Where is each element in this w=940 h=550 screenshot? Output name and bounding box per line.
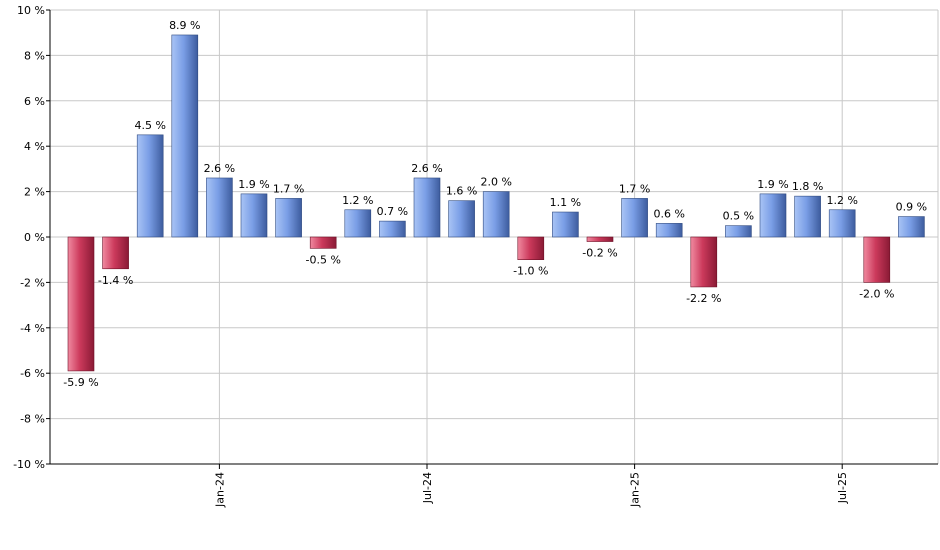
bar-value-label: 0.7 %: [377, 205, 408, 218]
y-tick-label: 6 %: [24, 95, 45, 108]
bar-positive: [240, 193, 268, 238]
y-tick-label: -2 %: [20, 276, 45, 289]
bar-positive: [759, 193, 787, 238]
bar-value-label: 1.7 %: [273, 182, 304, 195]
y-tick-label: -8 %: [20, 413, 45, 426]
bar-value-label: 1.2 %: [826, 194, 857, 207]
bar-positive: [344, 209, 372, 238]
bar-value-label: 1.2 %: [342, 194, 373, 207]
bar-positive: [482, 191, 510, 238]
bar-value-label: 1.1 %: [550, 196, 581, 209]
bar-negative: [102, 236, 129, 270]
bar-positive: [206, 177, 233, 238]
bar-value-label: 1.8 %: [792, 180, 823, 193]
bar-positive: [655, 223, 683, 238]
bar-positive: [621, 198, 648, 238]
y-tick-label: 0 %: [24, 231, 45, 244]
y-tick-label: -4 %: [20, 322, 45, 335]
axes: 10 % 8 % 6 % 4 % 2 % 0 % -2 % -4 % -6 % -8 % -10 %…: [13, 4, 938, 508]
x-tick-label: Jul-24: [421, 472, 434, 504]
bar-value-label: 4.5 %: [134, 119, 165, 132]
y-tick-label: 4 %: [24, 140, 45, 153]
bar-value-label: 0.5 %: [723, 210, 754, 223]
bar-negative: [690, 236, 718, 288]
bar-value-label: 0.6 %: [653, 207, 684, 220]
bars: [67, 34, 925, 372]
bar-negative: [309, 236, 337, 249]
bar-value-label: -2.2 %: [686, 292, 721, 305]
bar-negative: [517, 236, 545, 261]
y-tick-label: -10 %: [13, 458, 45, 471]
y-tick-label: 10 %: [17, 4, 45, 17]
bar-negative: [67, 236, 95, 372]
bar-positive: [828, 209, 856, 238]
y-tick-label: 8 %: [24, 49, 45, 62]
x-tick-label: Jan-25: [629, 472, 642, 508]
bar-value-label: 0.9 %: [896, 201, 927, 214]
bar-positive: [171, 34, 199, 238]
bar-value-label: 2.6 %: [204, 162, 235, 175]
bar-positive: [725, 225, 752, 238]
bar-positive: [413, 177, 441, 238]
bar-value-label: 2.6 %: [411, 162, 442, 175]
bar-value-label: -0.2 %: [582, 247, 617, 260]
y-tick-label: 2 %: [24, 186, 45, 199]
bar-positive: [275, 198, 302, 238]
bar-negative: [586, 236, 614, 242]
bar-value-label: 2.0 %: [480, 176, 511, 189]
bar-value-label: 1.9 %: [757, 178, 788, 191]
bar-negative: [863, 236, 891, 283]
bar-positive: [379, 220, 406, 238]
bar-positive: [898, 216, 925, 238]
bar-value-label: -1.4 %: [98, 274, 133, 287]
bar-value-label: -2.0 %: [859, 287, 894, 300]
bar-value-label: 1.7 %: [619, 182, 650, 195]
bar-positive: [794, 195, 821, 238]
bar-value-label: 1.6 %: [446, 185, 477, 198]
bar-value-label: -0.5 %: [305, 253, 340, 266]
y-tick-label: -6 %: [20, 367, 45, 380]
bar-value-label: 8.9 %: [169, 19, 200, 32]
bar-value-label: 1.9 %: [238, 178, 269, 191]
bar-positive: [448, 200, 475, 238]
bar-positive: [552, 211, 579, 238]
data-labels: -5.9 %-1.4 %4.5 %8.9 %2.6 %1.9 % 1.7 %-0.…: [63, 19, 927, 389]
bar-value-label: -1.0 %: [513, 265, 548, 278]
x-tick-label: Jul-25: [836, 472, 849, 504]
x-tick-label: Jan-24: [213, 472, 226, 508]
bar-value-label: -5.9 %: [63, 376, 98, 389]
bar-positive: [136, 134, 164, 238]
